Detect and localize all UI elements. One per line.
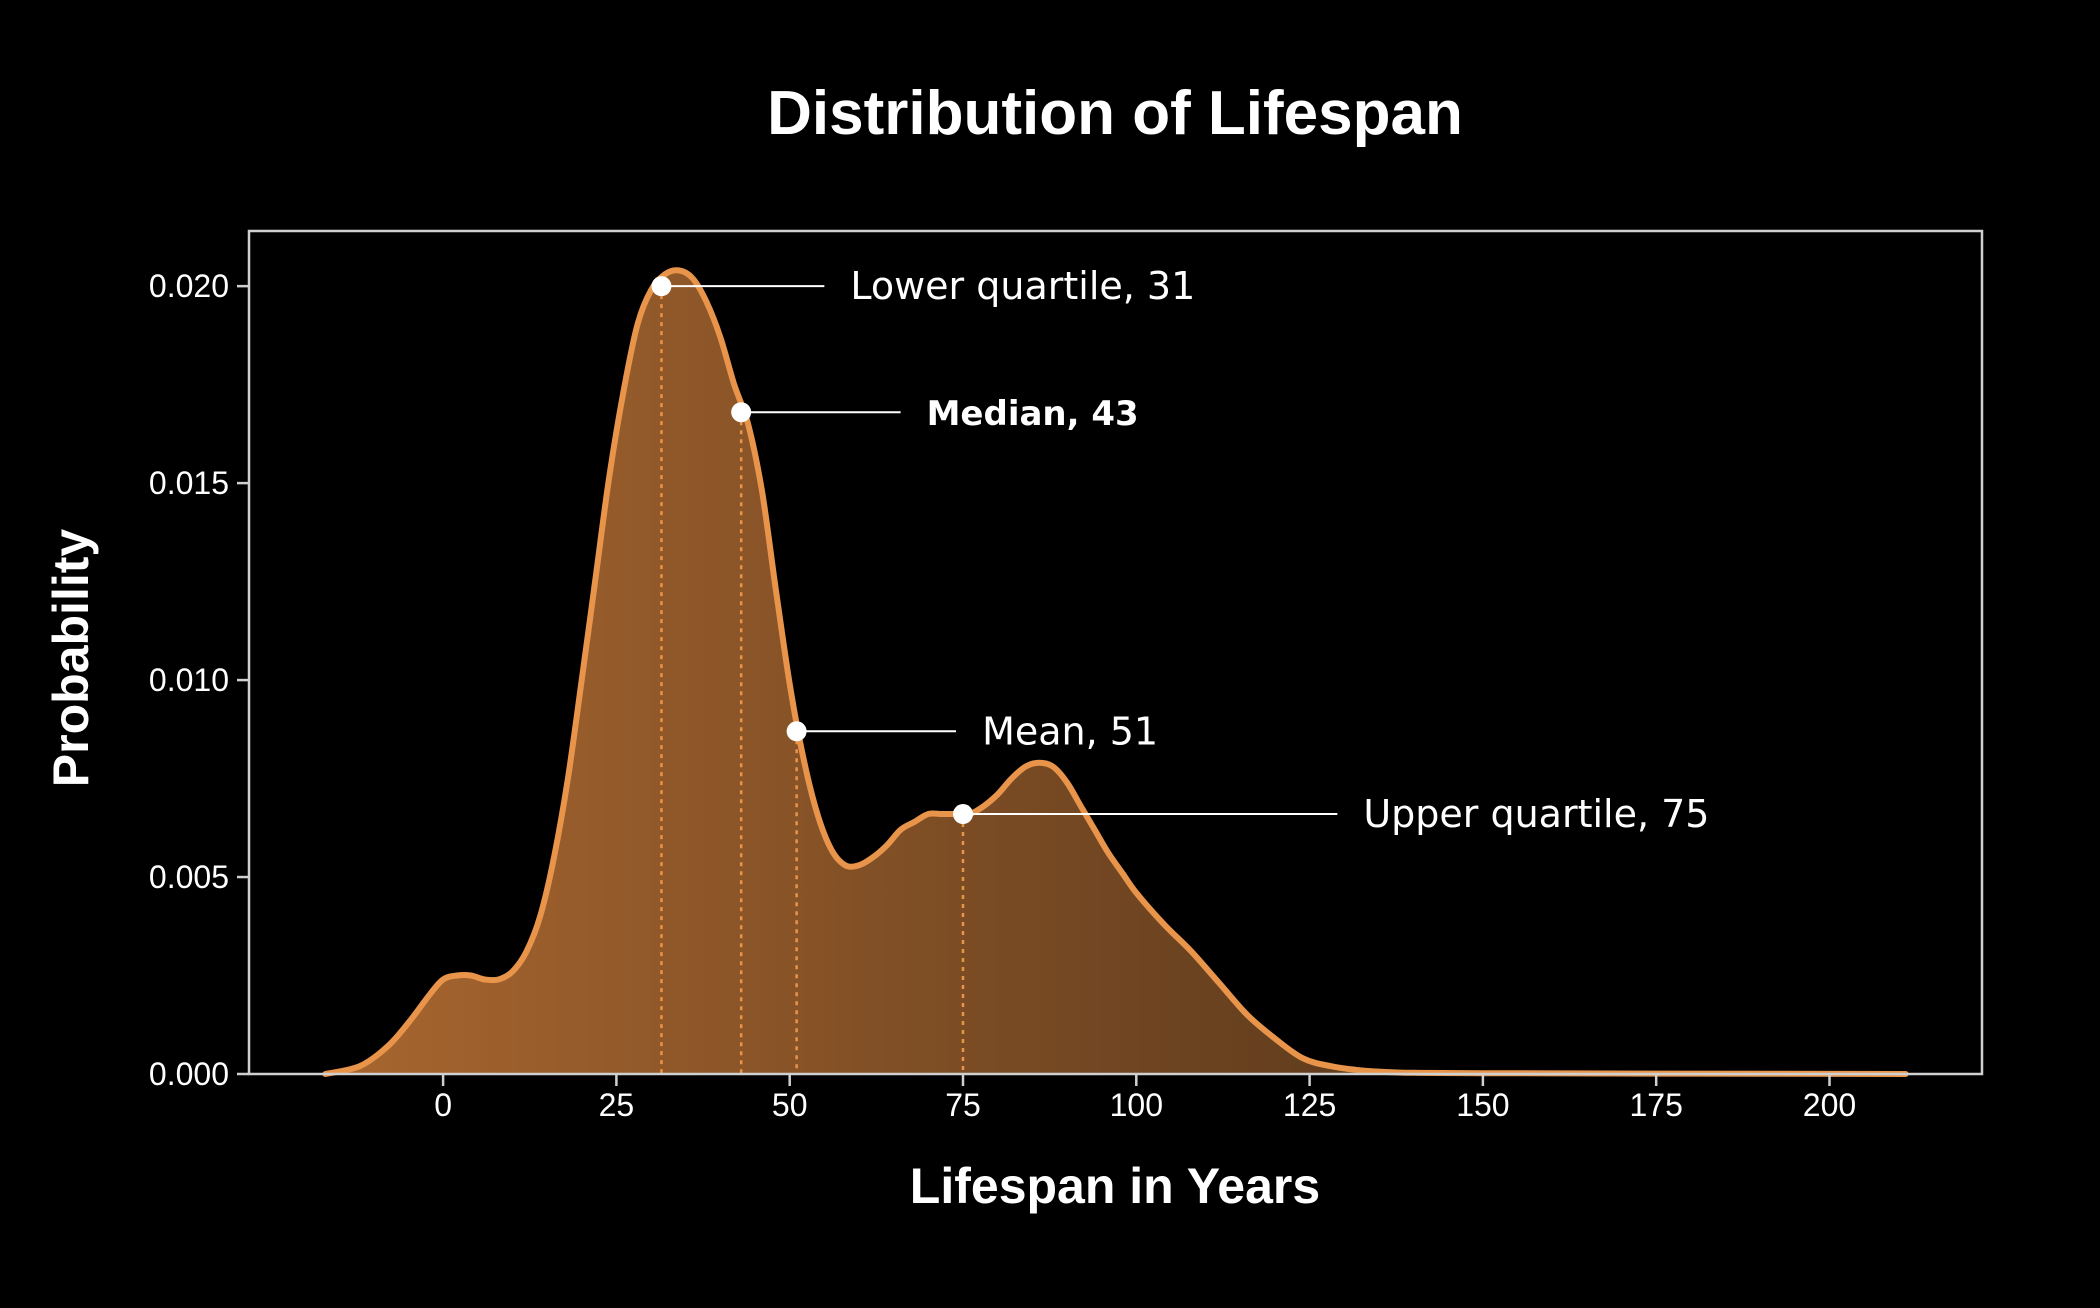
density-area <box>325 270 1906 1074</box>
x-axis: 0 25 50 75 100 125 150 175 200 <box>434 1074 1856 1123</box>
annotations: Lower quartile, 31 Median, 43 Mean, 51 Uppe… <box>651 264 1709 836</box>
annotation-label: Median, 43 <box>927 394 1139 434</box>
y-axis-title: Probability <box>43 529 99 788</box>
x-tick-label: 100 <box>1110 1087 1163 1123</box>
y-tick-label: 0.005 <box>149 859 229 895</box>
annotation-dot <box>731 402 752 423</box>
annotation-dot <box>952 804 973 825</box>
annotation-label: Upper quartile, 75 <box>1363 792 1709 836</box>
x-tick-label: 150 <box>1456 1087 1509 1123</box>
annotation-dot <box>786 721 807 742</box>
x-tick-label: 75 <box>945 1087 981 1123</box>
annotation-label: Lower quartile, 31 <box>850 264 1195 308</box>
y-tick-label: 0.015 <box>149 465 229 501</box>
x-tick-label: 175 <box>1630 1087 1683 1123</box>
y-axis: 0.000 0.005 0.010 0.015 0.020 <box>149 268 249 1092</box>
y-tick-label: 0.000 <box>149 1056 229 1092</box>
y-tick-label: 0.010 <box>149 662 229 698</box>
chart-title: Distribution of Lifespan <box>767 79 1463 148</box>
x-tick-label: 50 <box>772 1087 808 1123</box>
density-line <box>322 267 1909 1077</box>
x-tick-label: 200 <box>1803 1087 1856 1123</box>
annotation-label: Mean, 51 <box>982 709 1158 753</box>
annotation-dot <box>651 276 672 297</box>
x-tick-label: 125 <box>1283 1087 1336 1123</box>
plot-frame <box>247 229 1984 1076</box>
x-tick-label: 0 <box>434 1087 452 1123</box>
plot-area <box>322 267 1909 1077</box>
x-tick-label: 25 <box>599 1087 635 1123</box>
x-axis-title: Lifespan in Years <box>910 1158 1320 1214</box>
y-tick-label: 0.020 <box>149 268 229 304</box>
